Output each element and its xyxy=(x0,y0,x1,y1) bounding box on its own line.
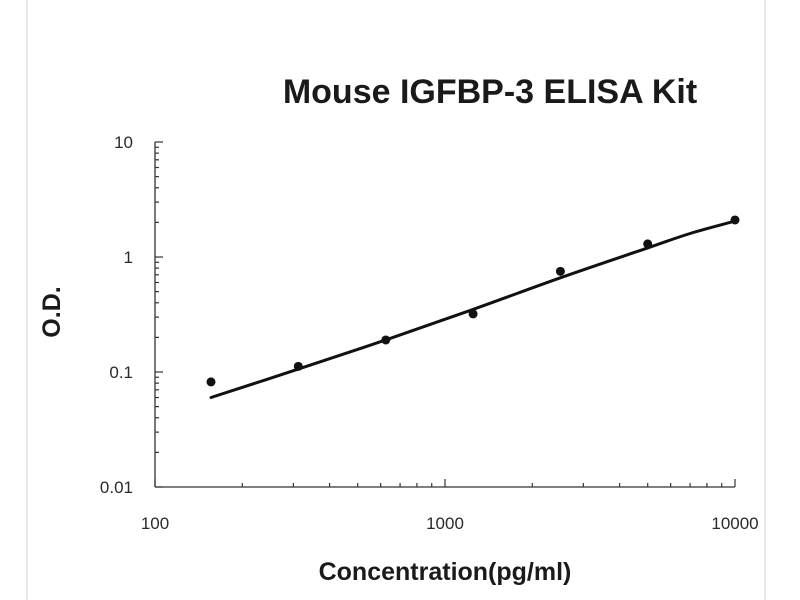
data-point xyxy=(293,361,303,371)
y-axis-title: O.D. xyxy=(38,286,66,337)
data-point xyxy=(643,239,653,249)
y-tick-label: 1 xyxy=(124,248,133,267)
fit-curve-line xyxy=(209,219,737,399)
x-tick-label: 10000 xyxy=(711,514,758,533)
right-frame-border xyxy=(764,0,766,600)
x-tick-label: 100 xyxy=(141,514,169,533)
x-tick-label: 1000 xyxy=(426,514,464,533)
data-point xyxy=(468,309,478,319)
data-point xyxy=(730,215,740,225)
x-axis-title: Concentration(pg/ml) xyxy=(319,558,572,586)
data-point xyxy=(555,266,565,276)
left-frame-border xyxy=(26,0,28,600)
data-point xyxy=(206,377,216,387)
x-axis-ticks: 100 1000 10000 xyxy=(141,479,759,533)
data-points-layer xyxy=(206,215,740,387)
axes xyxy=(154,142,735,488)
fit-curve-layer xyxy=(209,219,737,399)
data-point xyxy=(381,335,391,345)
chart-title: Mouse IGFBP-3 ELISA Kit xyxy=(283,73,697,111)
y-tick-label: 0.1 xyxy=(109,363,133,382)
y-tick-label: 0.01 xyxy=(100,478,133,497)
y-axis-ticks: 0.01 0.1 1 10 xyxy=(100,133,163,497)
y-tick-label: 10 xyxy=(114,133,133,152)
